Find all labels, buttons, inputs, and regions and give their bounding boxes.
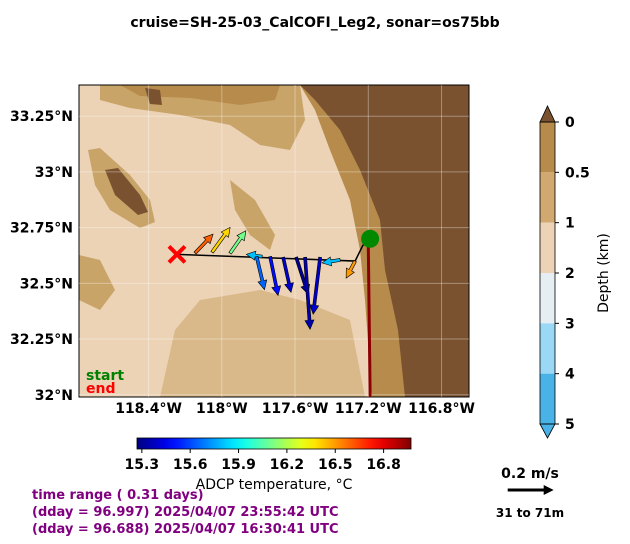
scale-label: 0.2 m/s <box>501 466 559 482</box>
x-tick-label: 117.6°W <box>262 401 329 417</box>
colorbar-tick-label: 15.6 <box>173 457 208 473</box>
current-vector <box>268 255 282 297</box>
time-end: (dday = 96.688) 2025/04/07 16:30:41 UTC <box>32 522 339 537</box>
y-tick-label: 32°N <box>35 388 73 404</box>
colorbar-extend <box>539 105 556 123</box>
time-start: (dday = 96.997) 2025/04/07 23:55:42 UTC <box>32 505 339 520</box>
x-tick-label: 117.2°W <box>335 401 402 417</box>
depth-band <box>540 222 555 273</box>
temperature-colorbar-label: ADCP temperature, °C <box>196 477 353 493</box>
colorbar-tick-label: 5 <box>565 417 575 433</box>
y-tick-label: 32.75°N <box>10 221 73 237</box>
y-tick-label: 32.5°N <box>20 276 73 292</box>
terrain <box>79 85 469 397</box>
current-vector <box>193 233 214 255</box>
current-vector <box>309 256 322 315</box>
colorbar-tick-label: 4 <box>565 367 575 383</box>
x-tick-label: 116.8°W <box>408 401 475 417</box>
x-tick-label: 118.4°W <box>115 401 182 417</box>
depth-band <box>540 323 555 374</box>
depth-band <box>540 172 555 223</box>
scale-arrow <box>507 485 554 495</box>
end-label: end <box>86 381 115 397</box>
colorbar-tick-label: 0.5 <box>565 165 590 181</box>
map-layer <box>79 85 469 397</box>
current-vector <box>321 256 341 267</box>
current-vector <box>281 256 294 294</box>
depth-colorbar-label: Depth (km) <box>596 233 612 313</box>
colorbar-tick-label: 16.2 <box>270 457 305 473</box>
colorbar-tick-label: 2 <box>565 266 575 282</box>
colorbar-tick-label: 1 <box>565 216 575 232</box>
current-vector <box>245 250 263 261</box>
depth-band <box>540 122 555 173</box>
colorbar-tick-label: 3 <box>565 316 575 332</box>
colorbar-tick-label: 15.9 <box>221 457 256 473</box>
temperature-colorbar <box>136 437 412 450</box>
depth-band <box>540 273 555 324</box>
current-vector <box>210 226 231 254</box>
depth-band <box>540 373 555 424</box>
title: cruise=SH-25-03_CalCOFI_Leg2, sonar=os75… <box>130 15 499 31</box>
colorbar-tick-label: 16.8 <box>366 457 401 473</box>
start-marker <box>361 229 380 248</box>
colorbar-tick-label: 0 <box>565 115 575 131</box>
map-frame <box>78 84 470 398</box>
current-vector <box>345 259 357 279</box>
current-vector <box>254 255 268 291</box>
colorbar-tick-label: 16.5 <box>318 457 353 473</box>
current-vector <box>228 230 247 255</box>
y-tick-label: 33.25°N <box>10 109 73 125</box>
x-tick-label: 118°W <box>196 401 248 417</box>
scale-depth: 31 to 71m <box>496 506 564 520</box>
y-tick-label: 32.25°N <box>10 332 73 348</box>
colorbar-tick-label: 15.3 <box>125 457 160 473</box>
end-marker <box>167 244 187 264</box>
y-tick-label: 33°N <box>35 165 73 181</box>
track-line <box>366 245 372 397</box>
colorbar-extend <box>539 423 556 439</box>
start-label: start <box>86 368 124 384</box>
current-vector <box>303 256 315 330</box>
time-range: time range ( 0.31 days) <box>32 488 204 503</box>
